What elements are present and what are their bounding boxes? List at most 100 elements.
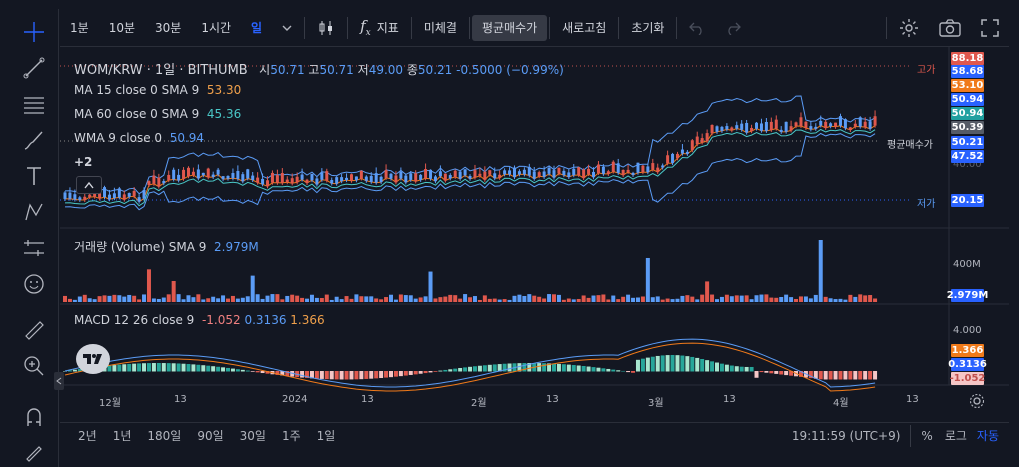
- volume-bar: [853, 296, 858, 302]
- candle-body: [384, 170, 388, 178]
- clock[interactable]: 19:11:59 (UTC+9): [791, 428, 901, 443]
- pencil-lock-icon[interactable]: [21, 439, 47, 465]
- volume-bar: [334, 296, 339, 302]
- macd-bar: [517, 363, 522, 372]
- crosshair-icon[interactable]: [21, 19, 47, 45]
- candle-body: [814, 126, 818, 129]
- macd-bar: [873, 371, 878, 380]
- macd-bar: [838, 371, 843, 380]
- macd-bar: [393, 371, 398, 377]
- macd-bar: [492, 364, 497, 372]
- volume-bar: [774, 297, 779, 302]
- low-value: 49.00: [368, 63, 404, 77]
- screenshot-button[interactable]: [929, 15, 971, 41]
- volume-bar: [245, 296, 250, 302]
- range-30d[interactable]: 30일: [239, 429, 266, 443]
- volume-bar: [146, 269, 151, 302]
- volume-bar: [502, 299, 507, 302]
- open-orders-button[interactable]: 미체결: [423, 21, 457, 35]
- macd-bar: [423, 371, 428, 374]
- price-tag-wma: 50.94: [951, 93, 984, 106]
- candle-body: [616, 163, 620, 173]
- candle-body: [448, 175, 452, 179]
- volume-bar: [290, 294, 295, 302]
- axis-settings-button[interactable]: [969, 393, 985, 413]
- macd-bar: [764, 371, 769, 373]
- magnet-icon[interactable]: [21, 404, 47, 430]
- chart-area[interactable]: WOM/KRW · 1일 · BITHUMB 시50.71 고50.71 저49…: [54, 47, 1009, 422]
- ma60-legend[interactable]: MA 60 close 0 SMA 9 45.36: [74, 107, 241, 121]
- volume-bar: [359, 296, 364, 302]
- horizontal-lines-icon[interactable]: [21, 91, 47, 117]
- reset-button[interactable]: 초기화: [631, 21, 665, 35]
- text-tool-icon[interactable]: [21, 163, 47, 189]
- volume-bar: [734, 295, 739, 302]
- volume-bar: [729, 296, 734, 302]
- range-1w[interactable]: 1주: [281, 429, 301, 443]
- emoji-icon[interactable]: [21, 271, 47, 297]
- ma15-legend[interactable]: MA 15 close 0 SMA 9 53.30: [74, 83, 241, 97]
- volume-bar: [428, 271, 433, 302]
- candle-body: [68, 192, 72, 199]
- volume-bar: [606, 299, 611, 302]
- interval-1m[interactable]: 1분: [70, 21, 89, 35]
- macd-bar: [853, 371, 858, 380]
- candle-body: [720, 126, 724, 131]
- fullscreen-button[interactable]: [971, 15, 1009, 41]
- macd-bar: [482, 365, 487, 372]
- chart-type-button[interactable]: [307, 15, 345, 41]
- range-90d[interactable]: 90일: [197, 429, 224, 443]
- macd-bar: [576, 365, 581, 372]
- range-2y[interactable]: 2년: [78, 429, 97, 443]
- time-tick: 2월: [471, 398, 487, 409]
- zoom-in-icon[interactable]: [21, 353, 47, 379]
- interval-dropdown[interactable]: [272, 15, 302, 41]
- interval-1d[interactable]: 일: [251, 21, 263, 35]
- avg-buy-price-button[interactable]: 평균매수가: [471, 14, 548, 41]
- chart-canvas[interactable]: [60, 47, 1009, 422]
- divider: [910, 424, 912, 447]
- macd-bar: [181, 363, 186, 372]
- trendline-icon[interactable]: [21, 55, 47, 81]
- interval-1h[interactable]: 1시간: [201, 21, 232, 35]
- scroll-left-button[interactable]: [54, 372, 64, 390]
- settings-button[interactable]: [889, 15, 929, 41]
- volume-bar: [319, 298, 324, 302]
- brush-icon[interactable]: [21, 127, 47, 153]
- time-tick: 13: [174, 394, 187, 405]
- tradingview-logo[interactable]: [76, 344, 110, 374]
- volume-bar: [463, 294, 468, 302]
- interval-10m[interactable]: 10분: [108, 21, 135, 35]
- candle-body: [241, 174, 245, 182]
- collapse-legend-button[interactable]: [76, 176, 102, 194]
- auto-scale-toggle[interactable]: 자동: [976, 429, 999, 443]
- range-1d[interactable]: 1일: [316, 429, 336, 443]
- undo-button[interactable]: [679, 15, 715, 41]
- ruler-icon[interactable]: [21, 317, 47, 343]
- more-indicators-count[interactable]: +2: [74, 155, 93, 169]
- wma9-legend[interactable]: WMA 9 close 0 50.94: [74, 131, 204, 145]
- percent-toggle[interactable]: %: [921, 428, 933, 443]
- macd-bar: [789, 371, 794, 376]
- refresh-button[interactable]: 새로고침: [562, 21, 607, 35]
- volume-label: 거래량 (Volume) SMA 9: [74, 240, 207, 254]
- macd-bar: [458, 368, 463, 372]
- range-1y[interactable]: 1년: [112, 429, 132, 443]
- range-180d[interactable]: 180일: [147, 429, 182, 443]
- macd-legend[interactable]: MACD 12 26 close 9 -1.052 0.3136 1.366: [74, 313, 325, 327]
- symbol-title[interactable]: WOM/KRW · 1일 · BITHUMB: [74, 63, 248, 78]
- indicators-button[interactable]: fx 지표: [350, 15, 409, 41]
- prediction-icon[interactable]: [21, 235, 47, 261]
- redo-button[interactable]: [715, 15, 751, 41]
- volume-bar: [423, 296, 428, 302]
- divider: [618, 16, 620, 39]
- pattern-icon[interactable]: [21, 199, 47, 225]
- candle-body: [112, 193, 116, 199]
- candle-body: [804, 121, 808, 128]
- volume-bar: [764, 294, 769, 302]
- volume-legend[interactable]: 거래량 (Volume) SMA 9 2.979M: [74, 238, 259, 255]
- log-toggle[interactable]: 로그: [944, 429, 967, 443]
- candle-body: [364, 176, 368, 181]
- interval-30m[interactable]: 30분: [155, 21, 182, 35]
